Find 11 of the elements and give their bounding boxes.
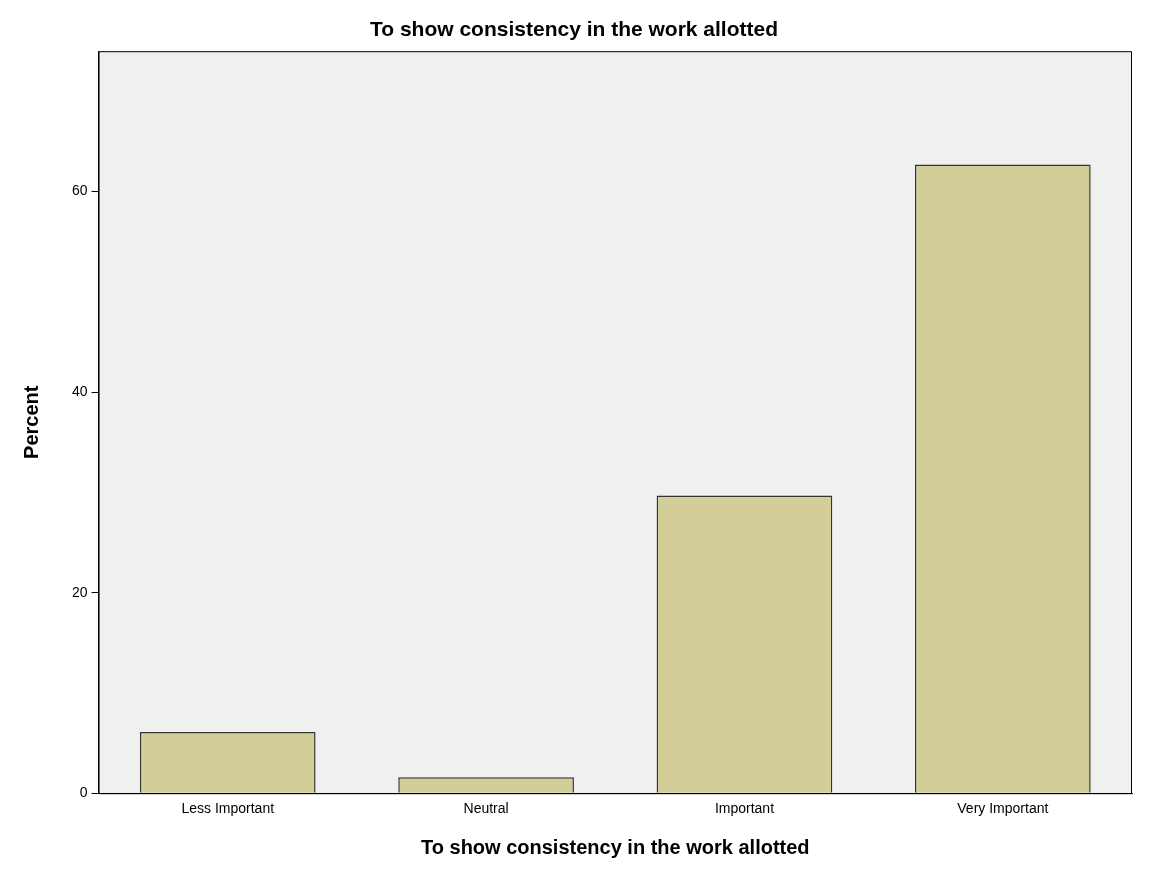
y-tick-label: 60 xyxy=(71,182,88,199)
x-tick-label: Neutral xyxy=(463,800,509,817)
x-tick-label: Very Important xyxy=(957,800,1049,817)
chart-title: To show consistency in the work allotted xyxy=(369,17,779,41)
x-axis-title: To show consistency in the work allotted xyxy=(421,835,810,858)
y-tick-label: 20 xyxy=(71,583,88,600)
x-tick-label: Less Important xyxy=(181,800,275,817)
y-tick-label: 40 xyxy=(71,382,88,399)
x-tick-label: Important xyxy=(714,800,775,817)
y-tick-label: 0 xyxy=(79,784,88,801)
y-axis-title: Percent xyxy=(19,385,42,459)
